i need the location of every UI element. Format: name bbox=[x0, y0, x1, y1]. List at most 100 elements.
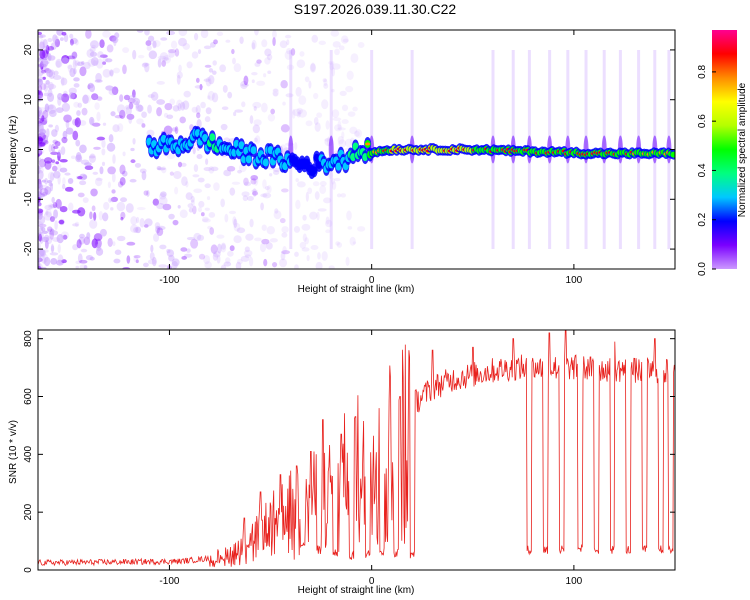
spectrogram-noise-blob bbox=[337, 135, 345, 145]
spectrogram-noise-blob bbox=[38, 231, 44, 242]
spectrogram-noise-blob bbox=[75, 260, 82, 265]
spectrogram-noise-blob bbox=[61, 183, 66, 190]
spectrogram-noise-blob bbox=[48, 82, 54, 90]
spectrogram-noise-blob bbox=[161, 166, 167, 174]
spectrogram-noise-blob bbox=[68, 202, 74, 211]
spectrogram-noise-blob bbox=[156, 107, 163, 117]
spectrogram-noise-blob bbox=[136, 118, 144, 125]
spectrogram-noise-blob bbox=[38, 254, 41, 263]
spectrogram-noise-blob bbox=[65, 127, 74, 135]
spectrogram-noise-blob bbox=[61, 93, 70, 103]
spectrogram-noise-blob bbox=[286, 64, 295, 71]
spectrogram-noise-blob bbox=[49, 204, 57, 208]
spectrogram-noise-blob bbox=[77, 102, 83, 108]
spectrogram-noise-blob bbox=[250, 174, 259, 181]
spectrogram-noise-blob bbox=[163, 112, 169, 118]
spectrogram-noise-blob bbox=[142, 62, 150, 67]
spectrogram-noise-blob bbox=[141, 170, 147, 181]
spectrogram-noise-blob bbox=[314, 122, 321, 132]
spectrogram-noise-blob bbox=[43, 234, 50, 242]
spectrogram-noise-blob bbox=[91, 93, 99, 101]
spectrogram-noise-blob bbox=[122, 170, 128, 177]
spectrogram-noise-blob bbox=[198, 253, 206, 260]
spectrogram-noise-blob bbox=[299, 51, 305, 57]
spectrogram-noise-blob bbox=[194, 85, 204, 89]
spectrogram-noise-blob bbox=[166, 153, 176, 160]
spectrogram-noise-blob bbox=[52, 202, 58, 209]
spectrogram-noise-blob bbox=[246, 195, 254, 201]
spectrogram-noise-blob bbox=[196, 112, 201, 119]
spectrogram-noise-blob bbox=[192, 146, 196, 155]
spectrogram-noise-blob bbox=[160, 37, 168, 41]
spectrogram-noise-blob bbox=[95, 72, 102, 83]
spectrogram-noise-blob bbox=[264, 48, 272, 57]
colorbar-gradient bbox=[712, 30, 737, 269]
spectrogram-noise-blob bbox=[281, 232, 288, 238]
spectrogram-noise-blob bbox=[272, 37, 276, 47]
spectrogram-noise-blob bbox=[38, 263, 41, 269]
spectrogram-noise-blob bbox=[61, 57, 69, 64]
spectrogram-noise-blob bbox=[47, 83, 57, 90]
spectrogram-noise-blob bbox=[294, 264, 299, 269]
spectrogram-ridge-mid bbox=[238, 141, 245, 150]
spectrogram-noise-blob bbox=[342, 38, 349, 43]
spectrogram-noise-blob bbox=[119, 164, 126, 175]
spectrogram-noise-blob bbox=[157, 167, 166, 171]
spectrogram-noise-blob bbox=[136, 30, 144, 33]
spectrogram-noise-blob bbox=[266, 53, 273, 61]
spectrogram-noise-blob bbox=[95, 177, 103, 181]
spectrogram-noise-blob bbox=[231, 48, 235, 55]
spectrogram-noise-blob bbox=[205, 158, 209, 165]
spectrogram-noise-blob bbox=[89, 256, 95, 261]
spectrogram-noise-blob bbox=[45, 44, 50, 55]
spectrogram-noise-blob bbox=[208, 166, 215, 174]
spectrogram-noise-blob bbox=[52, 74, 62, 81]
spectrogram-noise-blob bbox=[133, 254, 141, 259]
spectrogram-noise-blob bbox=[147, 94, 155, 98]
spectrogram-noise-blob bbox=[319, 185, 327, 195]
spectrogram-noise-blob bbox=[57, 151, 61, 157]
spectrogram-noise-blob bbox=[306, 254, 310, 262]
spectrogram-noise-blob bbox=[136, 206, 146, 211]
spectrogram-noise-blob bbox=[302, 214, 307, 221]
spectrogram-noise-blob bbox=[79, 264, 87, 269]
spectrogram-noise-blob bbox=[332, 117, 342, 122]
spectrogram-noise-blob bbox=[272, 30, 277, 39]
spectrogram-noise-blob bbox=[38, 142, 46, 148]
spectrogram-noise-blob bbox=[108, 197, 112, 203]
spectrogram-noise-blob bbox=[55, 198, 62, 209]
spectrogram-noise-blob bbox=[213, 182, 220, 191]
spectrogram-noise-blob bbox=[70, 37, 78, 45]
colorbar: 0.0 0.2 0.4 0.6 0.8 Normalized spectral ampl… bbox=[697, 30, 748, 276]
spectrogram-noise-blob bbox=[236, 227, 246, 234]
spectrogram-noise-blob bbox=[272, 91, 279, 97]
spectrogram-noise-blob bbox=[58, 219, 65, 225]
spectrogram-noise-blob bbox=[262, 192, 272, 199]
spectrogram-noise-blob bbox=[146, 190, 150, 197]
spectrogram-noise-blob bbox=[122, 266, 131, 269]
spectrogram-noise-blob bbox=[99, 228, 107, 237]
spectrogram-noise-blob bbox=[51, 165, 58, 172]
spectrogram-noise-blob bbox=[313, 117, 319, 126]
spectrogram-x-tick-label: 0 bbox=[369, 275, 375, 286]
spectrogram-noise-blob bbox=[107, 237, 113, 247]
spectrogram-noise-blob bbox=[270, 108, 276, 115]
spectrogram-noise-blob bbox=[317, 208, 327, 212]
spectrogram-noise-blob bbox=[155, 225, 160, 234]
spectrogram-noise-blob bbox=[60, 231, 70, 240]
spectrogram-noise-blob bbox=[78, 236, 85, 245]
spectrogram-noise-blob bbox=[190, 195, 195, 203]
spectrogram-noise-blob bbox=[98, 211, 104, 221]
spectrogram-noise-blob bbox=[72, 209, 81, 214]
spectrogram-noise-blob bbox=[336, 242, 343, 248]
spectrogram-noise-blob bbox=[44, 106, 50, 112]
spectrogram-noise-blob bbox=[43, 256, 51, 267]
spectrogram-noise-blob bbox=[264, 186, 270, 191]
spectrogram-noise-blob bbox=[232, 216, 237, 226]
spectrogram-noise-blob bbox=[89, 51, 98, 57]
spectrogram-noise-blob bbox=[81, 61, 85, 65]
spectrogram-noise-blob bbox=[304, 76, 310, 83]
spectrogram-noise-blob bbox=[195, 105, 201, 115]
spectrogram-noise-blob bbox=[50, 245, 55, 252]
spectrogram-noise-blob bbox=[137, 104, 144, 112]
